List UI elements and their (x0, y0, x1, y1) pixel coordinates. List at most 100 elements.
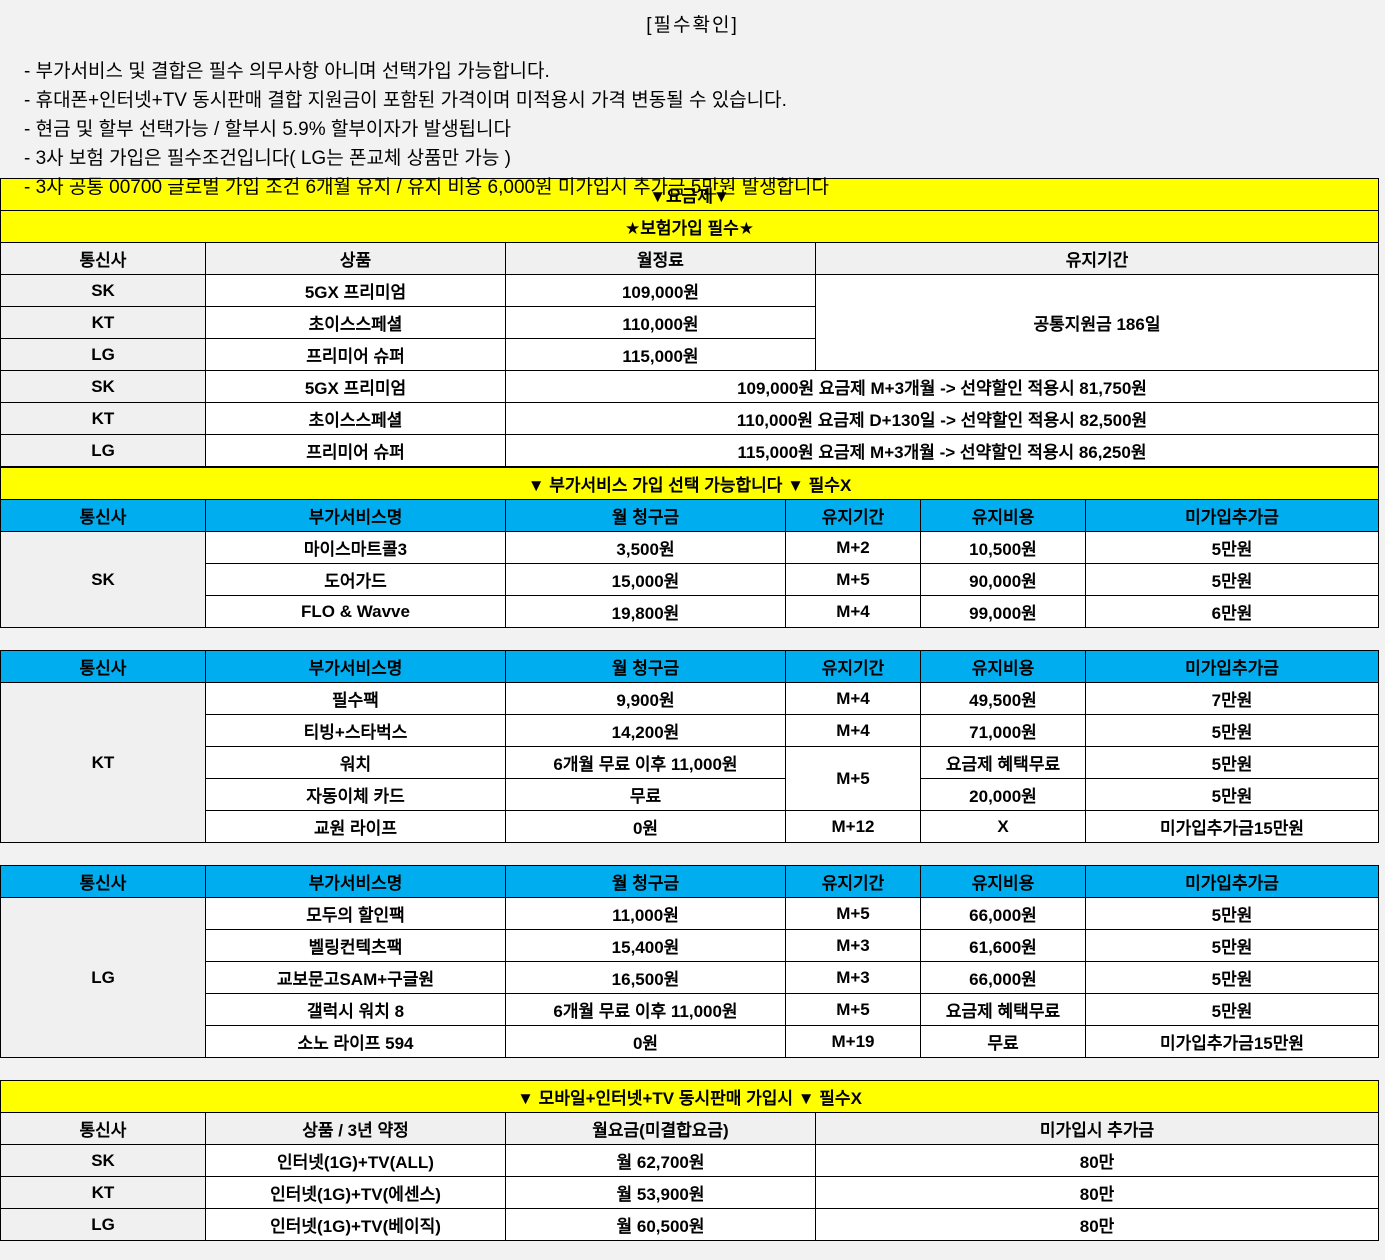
lg-vas-period: M+5 (785, 897, 921, 930)
combo-product: 인터넷(1G)+TV(에센스) (205, 1176, 506, 1209)
kt-vas-name: 필수팩 (205, 682, 506, 715)
table-row: 교보문고SAM+구글원 16,500원 M+3 66,000원 5만원 (1, 961, 1379, 994)
sk-vas-penalty: 6만원 (1084, 595, 1380, 628)
kt-vas-name: 교원 라이프 (205, 810, 506, 843)
combo-header-row: 통신사 상품 / 3년 약정 월요금(미결합요금) 미가입시 추가금 (0, 1112, 1380, 1145)
lg-vas-monthly: 16,500원 (505, 961, 786, 994)
vas-header-period: 유지기간 (785, 499, 921, 532)
table-row: 자동이체 카드 무료 20,000원 5만원 (1, 778, 1379, 811)
lg-vas-name: 갤럭시 워치 8 (205, 993, 506, 1026)
kt-vas-cost: 요금제 혜택무료 (920, 746, 1086, 779)
plan-product: 초이스스페셜 (205, 306, 506, 339)
plan-product: 5GX 프리미엄 (205, 274, 506, 307)
kt-vas-cost: 49,500원 (920, 682, 1086, 715)
lg-vas-cost: 무료 (920, 1025, 1086, 1058)
table-row: KT 초이스스페셜 110,000원 요금제 D+130일 -> 선약할인 적용… (0, 402, 1380, 435)
notice-line-5: - 3사 공통 00700 글로벌 가입 조건 6개월 유지 / 유지 비용 6… (24, 177, 829, 198)
vas-header-penalty: 미가입추가금 (1085, 865, 1379, 898)
lg-vas-period: M+5 (785, 993, 921, 1026)
lg-vas-name: 소노 라이프 594 (205, 1025, 506, 1058)
kt-vas-period: M+12 (785, 810, 921, 843)
lg-vas-cost: 66,000원 (920, 961, 1086, 994)
sk-vas-monthly: 19,800원 (505, 595, 786, 628)
plan-disc-detail: 110,000원 요금제 D+130일 -> 선약할인 적용시 82,500원 (504, 402, 1380, 435)
sk-vas-cost: 10,500원 (920, 531, 1086, 564)
combo-carrier-lg: LG (0, 1208, 206, 1241)
kt-vas-cost: X (920, 810, 1086, 843)
table-row: 갤럭시 워치 8 6개월 무료 이후 11,000원 M+5 요금제 혜택무료 … (1, 993, 1379, 1026)
notice-line-3: - 현금 및 할부 선택가능 / 할부시 5.9% 할부이자가 발생됩니다 (24, 119, 511, 140)
table-row: 벨링컨텍츠팩 15,400원 M+3 61,600원 5만원 (1, 929, 1379, 962)
combo-penalty: 80만 (814, 1176, 1380, 1209)
lg-vas-period: M+3 (785, 929, 921, 962)
sk-vas-period: M+2 (785, 531, 921, 564)
vas-header-period: 유지기간 (785, 650, 921, 683)
combo-monthly: 월 60,500원 (505, 1208, 816, 1241)
table-row: FLO & Wavve 19,800원 M+4 99,000원 6만원 (1, 595, 1380, 628)
lg-vas-penalty: 5만원 (1085, 929, 1379, 962)
combo-band: ▼ 모바일+인터넷+TV 동시판매 가입시 ▼ 필수X (0, 1080, 1380, 1113)
sk-vas-header-row: 통신사 부가서비스명 월 청구금 유지기간 유지비용 미가입추가금 (0, 499, 1380, 532)
vas-band-row: ▼ 부가서비스 가입 선택 가능합니다 ▼ 필수X (0, 467, 1380, 500)
vas-header-name: 부가서비스명 (205, 865, 506, 898)
table-row: SK 마이스마트콜3 3,500원 M+2 10,500원 5만원 (0, 531, 1380, 628)
plan-disc-carrier-sk: SK (0, 370, 206, 403)
plan-merged-period: 공통지원금 186일 (814, 274, 1380, 371)
plan-fee: 115,000원 (505, 338, 816, 371)
lg-vas-table: 통신사 부가서비스명 월 청구금 유지기간 유지비용 미가입추가금 LG 모두의… (0, 865, 1379, 1058)
lg-vas-monthly: 15,400원 (505, 929, 786, 962)
kt-vas-cost: 20,000원 (920, 778, 1086, 811)
kt-vas-penalty: 미가입추가금15만원 (1085, 810, 1379, 843)
plan-disc-product: 초이스스페셜 (205, 402, 506, 435)
lg-vas-monthly: 11,000원 (505, 897, 786, 930)
combo-monthly: 월 53,900원 (505, 1176, 816, 1209)
table-row: LG 프리미어 슈퍼 115,000원 요금제 M+3개월 -> 선약할인 적용… (0, 434, 1380, 467)
vas-header-carrier: 통신사 (0, 865, 206, 898)
plan-carrier-lg: LG (0, 338, 206, 371)
plan-product: 프리미어 슈퍼 (205, 338, 506, 371)
lg-vas-carrier: LG (0, 897, 206, 1058)
vas-header-carrier: 통신사 (0, 650, 206, 683)
plan-disc-carrier-lg: LG (0, 434, 206, 467)
kt-vas-header-row: 통신사 부가서비스명 월 청구금 유지기간 유지비용 미가입추가금 (0, 650, 1379, 683)
lg-vas-cost: 66,000원 (920, 897, 1086, 930)
plan-band-2: ★보험가입 필수★ (0, 210, 1380, 243)
plan-fee: 110,000원 (505, 306, 816, 339)
plan-disc-product: 5GX 프리미엄 (205, 370, 506, 403)
vas-header-cost: 유지비용 (920, 865, 1086, 898)
table-row: 워치 6개월 무료 이후 11,000원 M+5 요금제 혜택무료 5만원 (1, 746, 1379, 811)
combo-monthly: 월 62,700원 (505, 1144, 816, 1177)
sk-vas-cost: 99,000원 (920, 595, 1086, 628)
notice-line-1: - 부가서비스 및 결합은 필수 의무사항 아니며 선택가입 가능합니다. (24, 61, 550, 82)
notice-block: [필수확인] - 부가서비스 및 결합은 필수 의무사항 아니며 선택가입 가능… (0, 0, 1385, 198)
kt-vas-monthly: 14,200원 (505, 714, 786, 747)
sk-vas-name: FLO & Wavve (205, 595, 506, 628)
lg-vas-cost: 요금제 혜택무료 (920, 993, 1086, 1026)
lg-vas-period: M+3 (785, 961, 921, 994)
table-row: SK 인터넷(1G)+TV(ALL) 월 62,700원 80만 (0, 1144, 1380, 1177)
combo-table: ▼ 모바일+인터넷+TV 동시판매 가입시 ▼ 필수X 통신사 상품 / 3년 … (0, 1080, 1380, 1241)
kt-vas-penalty: 5만원 (1085, 714, 1379, 747)
lg-vas-penalty: 5만원 (1085, 961, 1379, 994)
sk-vas-monthly: 3,500원 (505, 531, 786, 564)
plan-header-carrier: 통신사 (0, 242, 206, 275)
kt-vas-carrier: KT (0, 682, 206, 843)
plan-disc-carrier-kt: KT (0, 402, 206, 435)
kt-vas-name: 자동이체 카드 (205, 778, 506, 811)
vas-header-cost: 유지비용 (920, 650, 1086, 683)
combo-header-penalty: 미가입시 추가금 (814, 1112, 1380, 1145)
kt-vas-cost: 71,000원 (920, 714, 1086, 747)
sk-vas-penalty: 5만원 (1084, 563, 1380, 596)
combo-band-row: ▼ 모바일+인터넷+TV 동시판매 가입시 ▼ 필수X (0, 1080, 1380, 1113)
kt-vas-penalty: 7만원 (1085, 682, 1379, 715)
combo-penalty: 80만 (814, 1208, 1380, 1241)
lg-vas-name: 모두의 할인팩 (205, 897, 506, 930)
combo-carrier-sk: SK (0, 1144, 206, 1177)
kt-vas-monthly: 6개월 무료 이후 11,000원 (505, 746, 786, 779)
kt-vas-monthly: 9,900원 (505, 682, 786, 715)
table-row: 소노 라이프 594 0원 M+19 무료 미가입추가금15만원 (1, 1025, 1379, 1058)
table-row: 교원 라이프 0원 M+12 X 미가입추가금15만원 (1, 810, 1379, 843)
vas-header-cost: 유지비용 (920, 499, 1086, 532)
lg-vas-period: M+19 (785, 1025, 921, 1058)
combo-product: 인터넷(1G)+TV(베이직) (205, 1208, 506, 1241)
